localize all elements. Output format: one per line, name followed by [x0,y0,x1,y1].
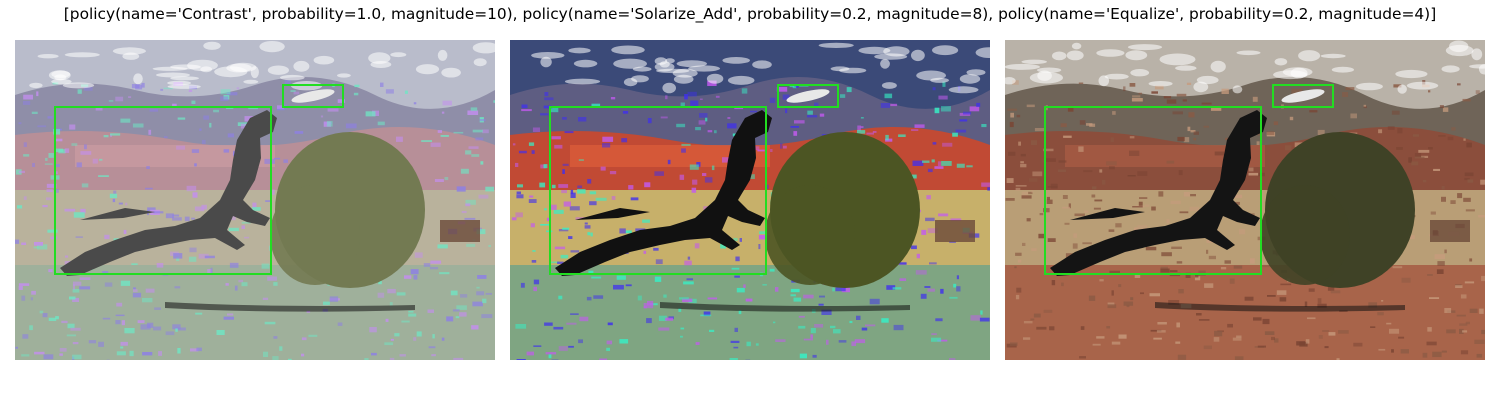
dog-shadow [660,302,910,312]
dog-shadow [165,302,415,312]
figure-title: [policy(name='Contrast', probability=1.0… [63,5,1437,23]
ground [1005,265,1485,360]
cloud-highlights [531,42,990,94]
tree-left-lobe [765,185,855,285]
tree-left-lobe [270,185,360,285]
tree-left-lobe [1260,185,1350,285]
dog-bounding-box [1044,106,1262,275]
dog-shadow [1155,302,1405,312]
dog-bounding-box [549,106,767,275]
ground [15,265,495,360]
cloud-highlights [1005,40,1485,94]
bench [440,220,480,242]
frisbee [1281,89,1325,103]
frisbee [786,89,830,103]
frisbee-bounding-box [1272,84,1334,108]
frisbee-bounding-box [777,84,839,108]
frisbee [291,89,335,103]
dog-silhouette [1050,110,1267,276]
dog-silhouette [60,110,277,276]
solarize-add-augmented-image [510,40,990,360]
dog-silhouette [555,110,772,276]
dog-tail [1070,208,1145,220]
frisbee-bounding-box [282,84,344,108]
bench [935,220,975,242]
dog-tail [80,208,155,220]
equalize-augmented-image [1005,40,1485,360]
bench [1430,220,1470,242]
dog-tail [575,208,650,220]
dog-bounding-box [54,106,272,275]
cliff-band [570,145,770,167]
contrast-augmented-image [15,40,495,360]
